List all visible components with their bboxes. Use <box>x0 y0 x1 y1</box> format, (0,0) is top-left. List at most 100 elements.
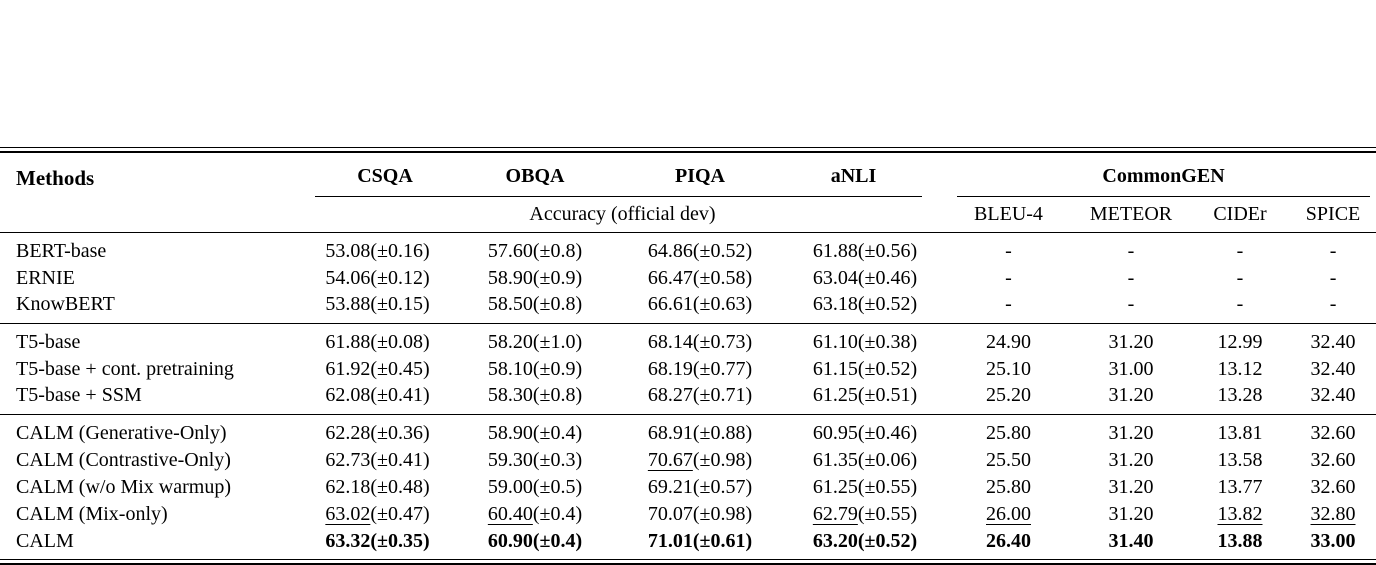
table-header: Methods CSQA OBQA PIQA aNLI CommonGEN Ac… <box>0 153 1376 233</box>
value-main: 31.20 <box>1108 421 1154 444</box>
value-stddev: (±0.52) <box>857 293 918 316</box>
value-stddev: (±0.73) <box>692 330 753 353</box>
value-main: 61.15 <box>812 357 858 380</box>
value-stddev: (±0.4) <box>532 529 583 552</box>
value-cell: 33.00 <box>1290 527 1376 559</box>
value-cell: 13.82 <box>1190 500 1290 527</box>
value-cell: 26.40 <box>945 527 1072 559</box>
value-cell: 31.20 <box>1072 414 1190 446</box>
value-cell: 58.50(±0.8) <box>455 291 615 323</box>
value-cell: - <box>1190 264 1290 291</box>
value-main: 62.08 <box>325 384 371 407</box>
value-stddev: (±1.0) <box>532 330 583 353</box>
value-main: - <box>1236 293 1244 316</box>
value-cell: 62.28(±0.36) <box>300 414 455 446</box>
value-main: 31.20 <box>1108 475 1154 498</box>
value-cell: 68.91(±0.88) <box>615 414 785 446</box>
method-cell: T5-base + SSM <box>16 384 142 407</box>
value-main: 60.90 <box>487 529 533 552</box>
value-main: 63.02 <box>325 502 371 525</box>
value-stddev: (±0.35) <box>370 529 430 552</box>
value-cell: 61.88(±0.08) <box>300 323 455 355</box>
method-cell: ERNIE <box>16 266 75 289</box>
value-cell: 63.20(±0.52) <box>785 527 945 559</box>
value-cell: 13.81 <box>1190 414 1290 446</box>
value-main: 70.67 <box>647 448 693 471</box>
method-group-2: CALM (Generative-Only) 62.28(±0.36) 58.90(… <box>0 414 1376 559</box>
value-main: 60.40 <box>487 502 533 525</box>
value-main: - <box>1329 239 1337 262</box>
value-cell: 13.28 <box>1190 382 1290 414</box>
method-cell: CALM (Generative-Only) <box>16 421 227 444</box>
value-main: 69.21 <box>647 475 693 498</box>
value-cell: 62.79(±0.55) <box>785 500 945 527</box>
table-row: CALM 63.32(±0.35) 60.90(±0.4) 71.01(±0.61) 6… <box>0 527 1376 559</box>
value-main: 25.10 <box>986 357 1031 380</box>
value-cell: 58.90(±0.4) <box>455 414 615 446</box>
value-cell: 68.27(±0.71) <box>615 382 785 414</box>
value-cell: - <box>1072 264 1190 291</box>
value-main: 68.14 <box>647 330 693 353</box>
value-cell: 70.67(±0.98) <box>615 446 785 473</box>
value-main: 63.04 <box>812 266 858 289</box>
value-cell: 62.08(±0.41) <box>300 382 455 414</box>
value-cell: 70.07(±0.98) <box>615 500 785 527</box>
value-main: 25.20 <box>986 384 1031 407</box>
method-cell: CALM <box>16 529 74 552</box>
value-cell: 31.00 <box>1072 355 1190 382</box>
value-main: 57.60 <box>487 239 533 262</box>
method-cell: CALM (w/o Mix warmup) <box>16 475 231 498</box>
value-main: - <box>1127 266 1135 289</box>
top-rule <box>0 147 1376 153</box>
value-cell: - <box>945 264 1072 291</box>
value-cell: 32.60 <box>1290 414 1376 446</box>
value-main: - <box>1236 266 1244 289</box>
method-cell: CALM (Contrastive-Only) <box>16 448 231 471</box>
value-cell: 53.88(±0.15) <box>300 291 455 323</box>
method-group-0: BERT-base 53.08(±0.16) 57.60(±0.8) 64.86(±0… <box>0 232 1376 323</box>
value-main: 70.07 <box>647 502 693 525</box>
value-stddev: (±0.46) <box>857 266 918 289</box>
value-stddev: (±0.5) <box>532 475 583 498</box>
value-cell: 31.40 <box>1072 527 1190 559</box>
value-stddev: (±0.9) <box>532 357 583 380</box>
value-main: 53.88 <box>325 293 371 316</box>
value-cell: 66.47(±0.58) <box>615 264 785 291</box>
accuracy-subheader: Accuracy (official dev) <box>300 197 945 233</box>
value-main: 61.10 <box>812 330 858 353</box>
value-cell: 32.60 <box>1290 446 1376 473</box>
value-cell: - <box>1072 291 1190 323</box>
col-header-meteor: METEOR <box>1072 197 1190 233</box>
value-main: 62.28 <box>325 421 371 444</box>
value-stddev: (±0.36) <box>370 421 430 444</box>
table-row: T5-base + SSM 62.08(±0.41) 58.30(±0.8) 68.2… <box>0 382 1376 414</box>
value-stddev: (±0.8) <box>532 239 583 262</box>
value-cell: 58.90(±0.9) <box>455 264 615 291</box>
value-main: 54.06 <box>325 266 371 289</box>
value-stddev: (±0.4) <box>532 502 583 525</box>
value-main: 26.00 <box>986 502 1031 525</box>
value-cell: 53.08(±0.16) <box>300 232 455 264</box>
value-main: 31.40 <box>1108 529 1154 552</box>
value-main: 53.08 <box>325 239 371 262</box>
value-main: 60.95 <box>812 421 858 444</box>
value-main: 71.01 <box>647 529 693 552</box>
value-main: 13.88 <box>1217 529 1263 552</box>
table-row: CALM (w/o Mix warmup) 62.18(±0.48) 59.00(±… <box>0 473 1376 500</box>
value-cell: 24.90 <box>945 323 1072 355</box>
col-header-spice: SPICE <box>1290 197 1376 233</box>
col-header-bleu4: BLEU-4 <box>945 197 1072 233</box>
value-cell: 60.40(±0.4) <box>455 500 615 527</box>
table-row: BERT-base 53.08(±0.16) 57.60(±0.8) 64.86(±0… <box>0 232 1376 264</box>
value-cell: 57.60(±0.8) <box>455 232 615 264</box>
value-main: 61.25 <box>812 475 858 498</box>
value-stddev: (±0.41) <box>370 448 430 471</box>
value-main: 32.80 <box>1310 502 1356 525</box>
value-cell: 58.20(±1.0) <box>455 323 615 355</box>
value-cell: 63.18(±0.52) <box>785 291 945 323</box>
value-cell: 69.21(±0.57) <box>615 473 785 500</box>
value-main: 58.90 <box>487 266 533 289</box>
value-main: 58.50 <box>487 293 533 316</box>
value-cell: - <box>1190 291 1290 323</box>
